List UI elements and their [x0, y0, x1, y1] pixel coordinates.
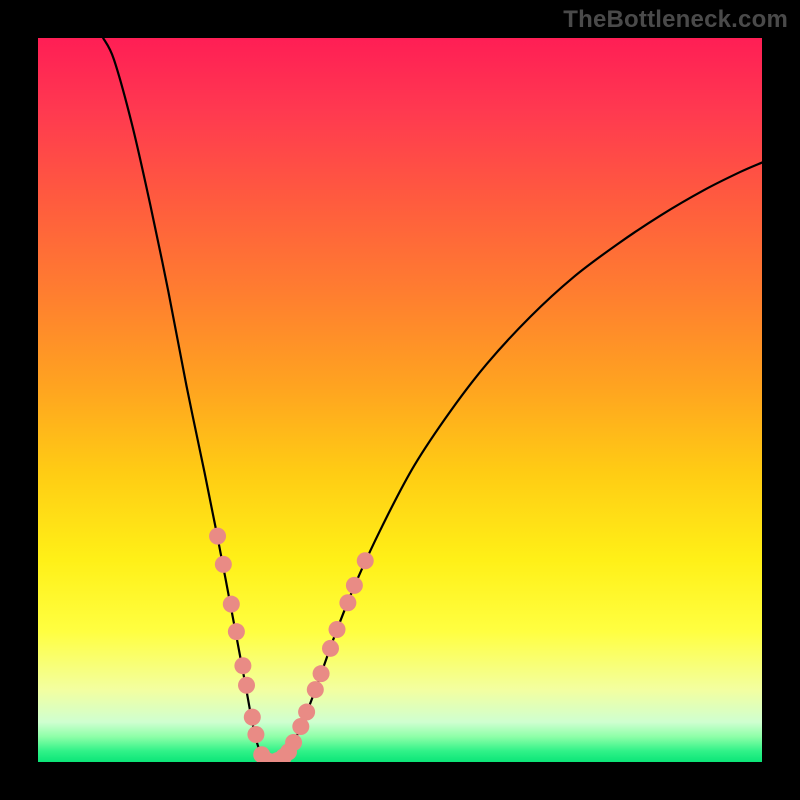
data-marker: [292, 718, 309, 735]
data-marker: [209, 528, 226, 545]
data-marker: [322, 640, 339, 657]
gradient-background: [38, 38, 762, 762]
data-marker: [313, 665, 330, 682]
chart-container: TheBottleneck.com: [0, 0, 800, 800]
watermark-text: TheBottleneck.com: [563, 6, 788, 34]
data-marker: [339, 594, 356, 611]
data-marker: [329, 621, 346, 638]
data-marker: [285, 734, 302, 751]
data-marker: [223, 596, 240, 613]
data-marker: [357, 552, 374, 569]
data-marker: [244, 709, 261, 726]
data-marker: [238, 677, 255, 694]
data-marker: [234, 657, 251, 674]
plot-area: [38, 38, 762, 762]
data-marker: [346, 577, 363, 594]
data-marker: [247, 726, 264, 743]
data-marker: [228, 623, 245, 640]
bottleneck-curve-chart: [38, 38, 762, 762]
data-marker: [215, 556, 232, 573]
data-marker: [307, 681, 324, 698]
data-marker: [298, 704, 315, 721]
